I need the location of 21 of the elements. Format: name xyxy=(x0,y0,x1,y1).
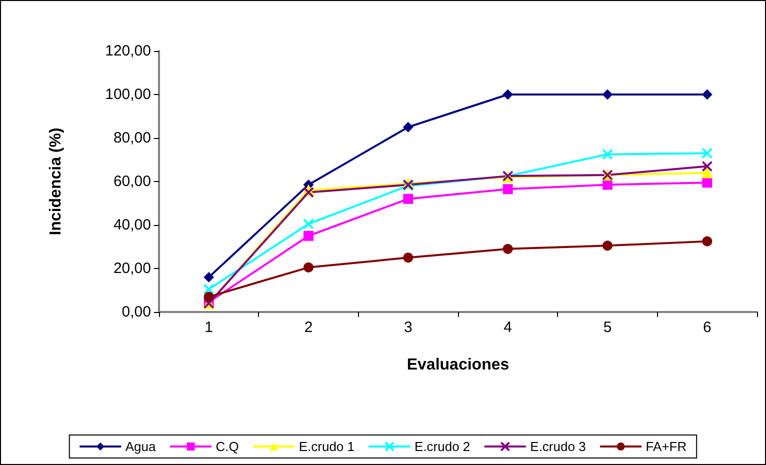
x-tick-label: 4 xyxy=(504,319,512,336)
y-tick-label: 40,00 xyxy=(113,216,151,234)
y-axis-title: Incidencia (%) xyxy=(48,128,64,236)
legend-label: FA+FR xyxy=(646,439,687,454)
y-tick-label: 0,00 xyxy=(122,304,151,320)
legend-label: E.crudo 1 xyxy=(298,439,355,454)
legend-label: C.Q xyxy=(216,439,239,454)
y-tick-label: 80,00 xyxy=(113,130,151,146)
legend-label: E.crudo 2 xyxy=(414,439,470,454)
y-tick-label: 100,00 xyxy=(105,86,151,103)
y-tick-label: 120,00 xyxy=(105,42,151,60)
y-tick-label: 20,00 xyxy=(113,260,151,277)
y-tick-label: 60,00 xyxy=(113,173,151,190)
x-tick-label: 1 xyxy=(204,319,214,336)
x-axis-title: Evaluaciones xyxy=(406,356,510,374)
x-tick-label: 6 xyxy=(702,319,712,336)
legend-label: Agua xyxy=(125,439,157,454)
x-tick-label: 2 xyxy=(304,319,313,336)
x-tick-label: 3 xyxy=(404,319,412,336)
x-tick-label: 5 xyxy=(603,319,612,336)
legend-label: E.crudo 3 xyxy=(530,439,586,454)
